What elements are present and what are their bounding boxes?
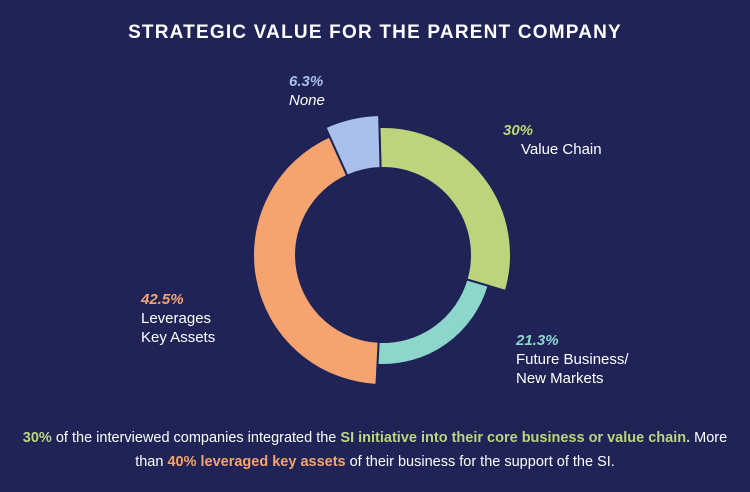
label-future-business-line2: New Markets <box>516 370 604 387</box>
label-none-name: None <box>289 92 325 109</box>
slice-future-business <box>376 278 490 366</box>
caption-part-1: 30% <box>22 430 52 446</box>
label-value-chain-pct: 30% <box>503 122 534 139</box>
caption-part-6: of their business for the support of the… <box>345 454 615 470</box>
label-future-business-pct: 21.3% <box>516 332 559 349</box>
label-value-chain: 30% Value Chain <box>503 121 602 159</box>
label-key-assets-line1: Leverages <box>141 310 212 327</box>
slice-key-assets <box>252 135 380 386</box>
label-key-assets-line2: Key Assets <box>141 329 216 346</box>
caption-part-5: 40% leveraged key assets <box>167 454 346 470</box>
caption-part-4: More than <box>135 430 728 470</box>
label-key-assets-pct: 42.5% <box>141 291 184 308</box>
slice-value-chain <box>378 126 512 293</box>
label-future-business-line1: Future Business/ <box>516 351 629 368</box>
label-future-business: 21.3% Future Business/ New Markets <box>516 331 629 388</box>
label-none: 6.3% None <box>289 72 325 110</box>
label-none-pct: 6.3% <box>289 73 324 90</box>
label-key-assets: 42.5% Leverages Key Assets <box>141 290 215 347</box>
label-value-chain-name: Value Chain <box>521 141 602 158</box>
chart-title: STRATEGIC VALUE FOR THE PARENT COMPANY <box>128 22 622 43</box>
caption: 30% of the interviewed companies integra… <box>20 426 730 474</box>
caption-part-3: SI initiative into their core business o… <box>340 430 691 446</box>
slice-none <box>324 114 382 178</box>
caption-part-2: of the interviewed companies integrated … <box>51 430 341 446</box>
